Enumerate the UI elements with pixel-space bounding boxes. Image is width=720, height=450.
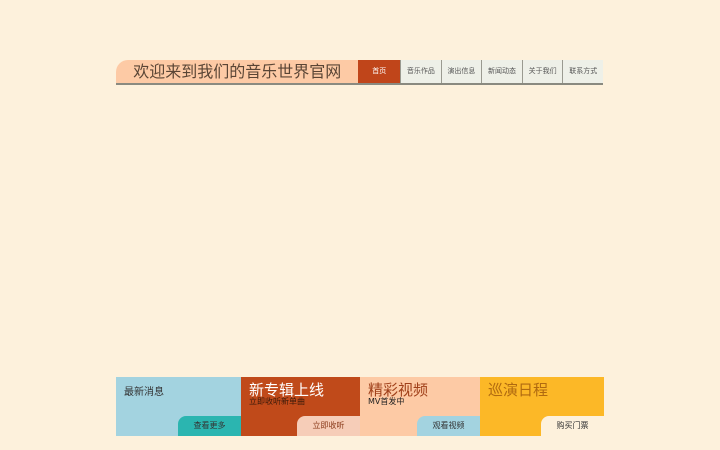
panel-button[interactable]: 购买门票 (541, 416, 604, 436)
site-title: 欢迎来到我们的音乐世界官网 (116, 60, 359, 83)
panel-title: 最新消息 (124, 387, 164, 398)
panel: 最新消息 查看更多 (116, 377, 241, 436)
nav-item[interactable]: 音乐作品 (400, 60, 441, 83)
nav-item[interactable]: 首页 (358, 60, 401, 83)
nav-item[interactable]: 关于我们 (521, 60, 563, 83)
nav-item[interactable]: 演出信息 (440, 60, 482, 83)
nav-item[interactable]: 新闻动态 (481, 60, 522, 83)
panel-button[interactable]: 查看更多 (178, 416, 241, 436)
panel-title: 新专辑上线 (249, 381, 325, 399)
panel-button[interactable]: 观看视频 (417, 416, 480, 436)
panel: 新专辑上线 立即收听新单曲 立即收听 (241, 377, 360, 436)
header: 欢迎来到我们的音乐世界官网 首页 音乐作品 演出信息 新闻动态 关于我们 联系方… (116, 60, 604, 85)
panel-subtitle: MV首发中 (368, 397, 405, 406)
panel-title: 巡演日程 (488, 381, 549, 399)
panel: 巡演日程 购买门票 (480, 377, 604, 436)
panel-subtitle: 立即收听新单曲 (249, 397, 305, 406)
panel: 精彩视频 MV首发中 观看视频 (360, 377, 480, 436)
panel-title: 精彩视频 (368, 381, 429, 399)
nav-item[interactable]: 联系方式 (562, 60, 604, 83)
panel-button[interactable]: 立即收听 (297, 416, 360, 436)
